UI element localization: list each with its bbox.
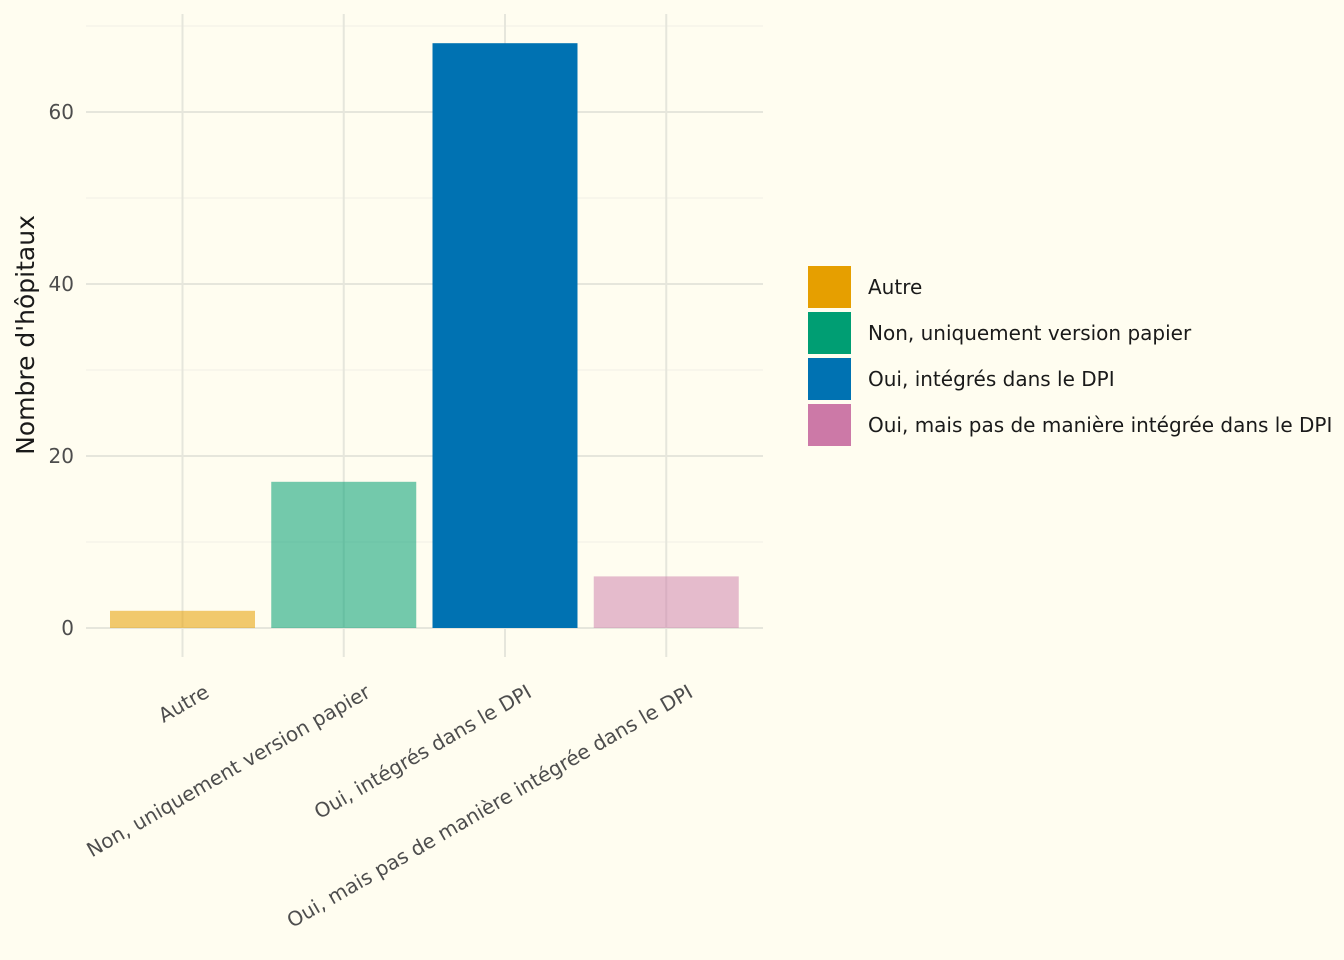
- x-tick-label: Autre: [154, 680, 213, 728]
- x-tick-label: Non, uniquement version papier: [82, 679, 375, 862]
- legend-swatch: [808, 266, 851, 308]
- y-tick-label: 20: [49, 444, 74, 468]
- bars: [110, 43, 739, 628]
- legend-swatch: [808, 404, 851, 446]
- y-tick-label: 40: [49, 272, 74, 296]
- legend-swatch: [808, 358, 851, 400]
- bar-1: [110, 610, 255, 628]
- bar-4: [593, 576, 739, 628]
- y-axis-title: Nombre d'hôpitaux: [11, 215, 40, 455]
- bar-2: [271, 481, 417, 628]
- legend-label: Oui, mais pas de manière intégrée dans l…: [868, 413, 1332, 437]
- legend-label: Autre: [868, 275, 922, 299]
- legend: Autre Non, uniquement version papier Oui, …: [808, 266, 1332, 446]
- legend-label: Non, uniquement version papier: [868, 321, 1192, 345]
- y-tick-label: 0: [61, 616, 74, 640]
- bar-3: [432, 43, 578, 628]
- y-axis-ticks: 0 20 40 60: [49, 100, 74, 640]
- legend-label: Oui, intégrés dans le DPI: [868, 367, 1115, 391]
- grid: [86, 14, 763, 657]
- legend-swatch: [808, 312, 851, 354]
- y-tick-label: 60: [49, 100, 74, 124]
